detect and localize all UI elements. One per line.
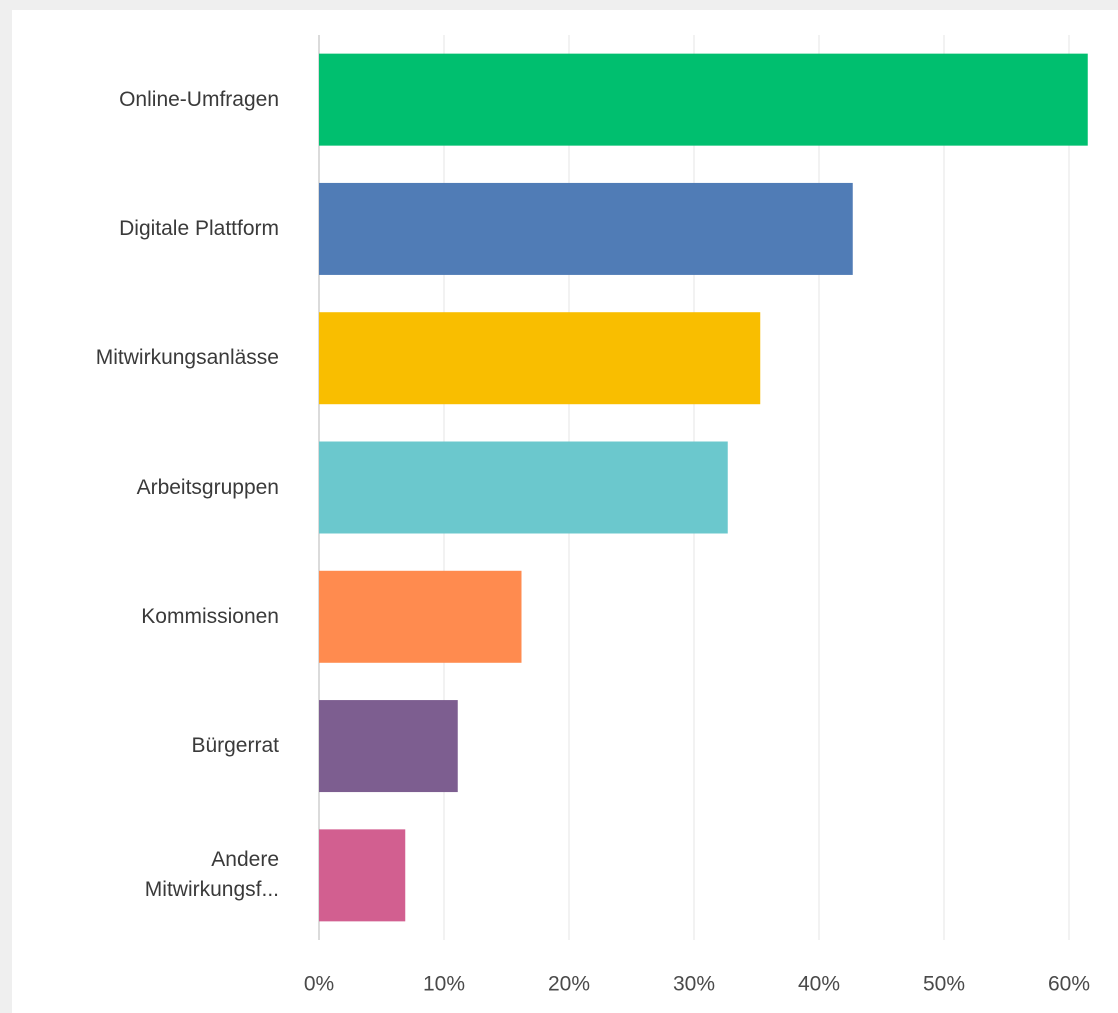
category-label: Bürgerrat <box>191 734 279 758</box>
bar <box>319 53 1088 146</box>
bar <box>319 570 522 663</box>
bar <box>319 441 728 534</box>
category-label: Mitwirkungsanlässe <box>95 346 279 370</box>
x-tick-label: 50% <box>923 973 965 996</box>
x-tick-label: 20% <box>548 973 590 996</box>
x-tick-label: 0% <box>304 973 334 996</box>
category-label: Online-Umfragen <box>119 87 279 111</box>
bar <box>319 182 853 275</box>
x-tick-label: 40% <box>798 973 840 996</box>
bar <box>319 700 458 793</box>
category-label: Digitale Plattform <box>119 216 279 240</box>
category-label: Andere Mitwirkungsf... <box>144 848 279 902</box>
bar <box>319 829 406 922</box>
x-tick-label: 10% <box>423 973 465 996</box>
x-tick-label: 60% <box>1048 973 1090 996</box>
category-label: Arbeitsgruppen <box>136 475 279 499</box>
x-tick-label: 30% <box>673 973 715 996</box>
bar <box>319 312 761 405</box>
category-label: Kommissionen <box>141 604 279 628</box>
